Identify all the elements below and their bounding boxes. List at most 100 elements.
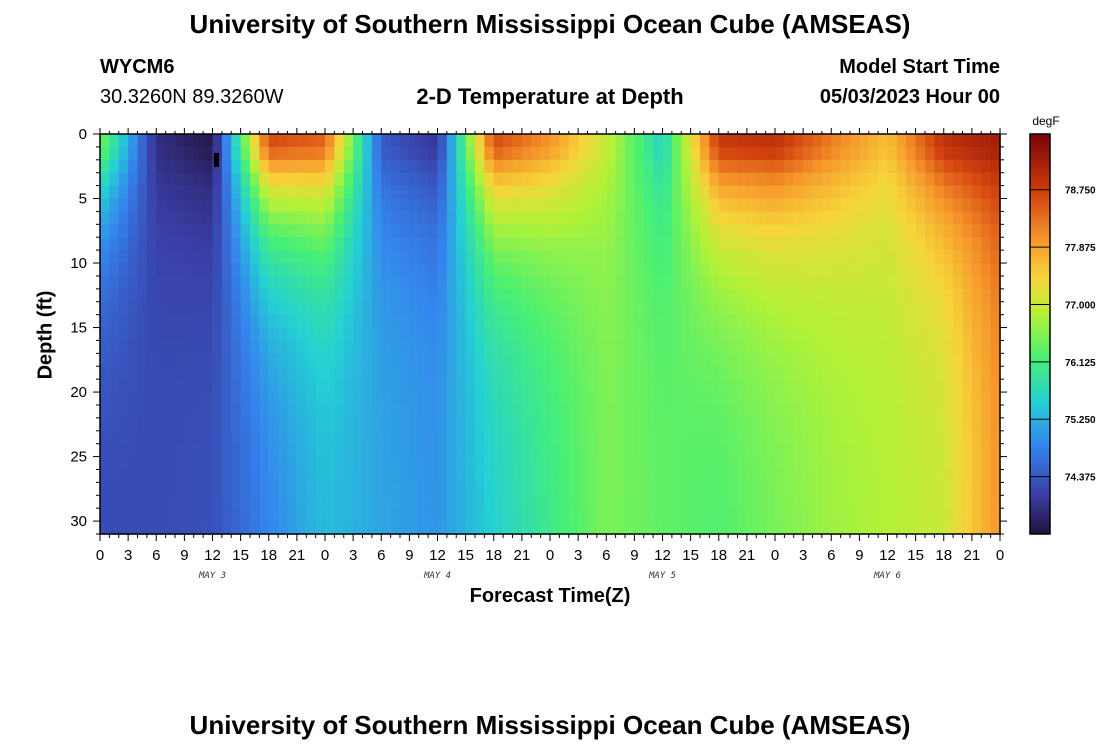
heatmap-cell: [428, 366, 439, 380]
heatmap-cell: [559, 185, 570, 200]
heatmap-cell: [962, 366, 973, 380]
x-tick-label: 15: [457, 547, 474, 564]
heatmap-cell: [737, 495, 748, 509]
heatmap-cell: [296, 314, 307, 329]
heatmap-cell: [821, 185, 832, 200]
heatmap-cell: [484, 508, 495, 522]
heatmap-cell: [137, 456, 148, 471]
heatmap-cell: [653, 430, 664, 445]
heatmap-cell: [981, 263, 992, 277]
heatmap-cell: [325, 417, 335, 432]
heatmap-cell: [475, 430, 485, 445]
heatmap-cell: [193, 469, 204, 483]
heatmap-cell: [850, 469, 860, 483]
heatmap-cell: [896, 275, 907, 290]
y-tick-label: 25: [70, 449, 87, 466]
heatmap-cell: [587, 172, 598, 187]
heatmap-cell: [240, 327, 251, 342]
heatmap-cell: [953, 353, 964, 367]
heatmap-cell: [971, 250, 982, 264]
heatmap-cell: [662, 314, 673, 329]
heatmap-cell: [915, 366, 926, 380]
heatmap-cell: [446, 224, 457, 238]
heatmap-cell: [306, 198, 317, 213]
heatmap-cell: [718, 172, 729, 187]
heatmap-cell: [962, 146, 973, 161]
heatmap-cell: [671, 275, 682, 290]
heatmap-cell: [709, 301, 720, 316]
heatmap-cell: [146, 237, 157, 251]
heatmap-cell: [746, 392, 757, 406]
heatmap-cell: [175, 404, 185, 419]
heatmap-cell: [765, 314, 776, 329]
colorbar: [1029, 133, 1051, 535]
heatmap-cell: [850, 482, 860, 496]
heatmap-cell: [137, 250, 148, 264]
heatmap-cell: [521, 508, 532, 522]
heatmap-cell: [606, 353, 617, 367]
heatmap-cell: [953, 263, 964, 277]
heatmap-cell: [550, 353, 560, 367]
heatmap-cell: [203, 404, 214, 419]
heatmap-cell: [625, 495, 635, 509]
heatmap-cell: [428, 288, 439, 303]
heatmap-cell: [625, 198, 635, 213]
x-tick-label: 3: [574, 547, 582, 564]
heatmap-cell: [137, 430, 148, 445]
heatmap-cell: [868, 263, 879, 277]
heatmap-cell: [278, 495, 289, 509]
heatmap-cell: [578, 417, 589, 432]
heatmap-cell: [831, 508, 842, 522]
heatmap-cell: [971, 392, 982, 406]
heatmap-cell: [343, 430, 354, 445]
heatmap-cell: [137, 185, 148, 200]
heatmap-cell: [287, 340, 298, 354]
heatmap-cell: [156, 521, 167, 535]
heatmap-cell: [315, 146, 326, 161]
heatmap-cell: [118, 379, 129, 393]
heatmap-cell: [718, 366, 729, 380]
heatmap-cell: [756, 353, 767, 367]
heatmap-cell: [700, 353, 710, 367]
heatmap-cell: [793, 263, 804, 277]
heatmap-cell: [793, 340, 804, 354]
heatmap-cell: [193, 172, 204, 187]
heatmap-cell: [184, 379, 195, 393]
heatmap-cell: [428, 172, 439, 187]
heatmap-cell: [371, 134, 382, 148]
heatmap-cell: [193, 404, 204, 419]
heatmap-cell: [100, 327, 110, 342]
heatmap-cell: [718, 508, 729, 522]
heatmap-cell: [512, 521, 523, 535]
heatmap-cell: [953, 275, 964, 290]
heatmap-cell: [737, 482, 748, 496]
heatmap-cell: [746, 340, 757, 354]
heatmap-cell: [296, 495, 307, 509]
heatmap-cell: [203, 237, 214, 251]
heatmap-cell: [559, 134, 570, 148]
heatmap-cell: [615, 159, 626, 174]
heatmap-cell: [146, 224, 157, 238]
heatmap-cell: [118, 521, 129, 535]
heatmap-cell: [606, 327, 617, 342]
heatmap-cell: [915, 185, 926, 200]
heatmap-cell: [221, 482, 232, 496]
heatmap-cell: [325, 146, 335, 161]
heatmap-cell: [700, 443, 710, 458]
heatmap-cell: [990, 301, 1001, 316]
heatmap-cell: [643, 392, 654, 406]
heatmap-cell: [250, 379, 260, 393]
heatmap-cell: [681, 495, 692, 509]
heatmap-cell: [812, 288, 823, 303]
heatmap-cell: [278, 456, 289, 471]
heatmap-cell: [793, 521, 804, 535]
heatmap-cell: [868, 301, 879, 316]
heatmap-cell: [203, 224, 214, 238]
heatmap-cell: [390, 508, 401, 522]
heatmap-cell: [803, 495, 814, 509]
heatmap-cell: [700, 327, 710, 342]
heatmap-cell: [578, 482, 589, 496]
heatmap-cell: [231, 353, 242, 367]
heatmap-cell: [137, 301, 148, 316]
heatmap-cell: [221, 237, 232, 251]
